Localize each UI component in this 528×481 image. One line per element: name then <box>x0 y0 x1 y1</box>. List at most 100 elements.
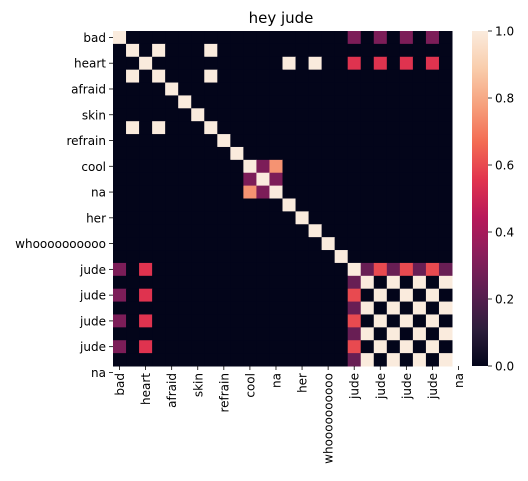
heatmap-cell <box>308 301 323 315</box>
heatmap-cell <box>360 353 375 367</box>
heatmap-cell <box>321 134 336 148</box>
heatmap-cell <box>230 172 244 187</box>
heatmap-cell <box>438 69 453 84</box>
heatmap-cell <box>139 172 153 187</box>
heatmap-cell <box>386 314 401 328</box>
heatmap-cell <box>425 224 440 238</box>
heatmap-cell <box>191 198 205 212</box>
heatmap-cell <box>321 146 336 161</box>
heatmap-cell <box>178 159 192 174</box>
heatmap-cell <box>269 43 283 58</box>
heatmap-cell <box>295 82 310 96</box>
heatmap-cell <box>191 340 205 354</box>
heatmap-cell <box>438 340 453 354</box>
heatmap-cell <box>191 185 205 199</box>
heatmap-cell <box>269 262 283 277</box>
heatmap-cell <box>243 314 257 328</box>
heatmap-cell <box>399 172 414 187</box>
heatmap-cell <box>373 108 388 122</box>
heatmap-cell <box>373 250 388 264</box>
y-tick-label: afraid <box>71 82 106 96</box>
heatmap-cell <box>165 82 179 96</box>
heatmap-cell <box>217 211 231 225</box>
y-tick-label: whoooooooooo <box>15 237 106 251</box>
heatmap-cell <box>230 353 244 367</box>
heatmap-cell <box>256 146 270 161</box>
heatmap-cell <box>256 250 270 264</box>
heatmap-cell <box>256 56 270 71</box>
heatmap-cell <box>126 262 140 277</box>
heatmap-cell <box>165 211 179 225</box>
heatmap-cell <box>269 82 283 96</box>
heatmap-cell <box>139 82 153 96</box>
heatmap-cell <box>191 172 205 187</box>
heatmap-cell <box>347 159 362 174</box>
heatmap-cell <box>243 211 257 225</box>
heatmap-cell <box>399 134 414 148</box>
heatmap-cell <box>425 121 440 135</box>
heatmap-cell <box>230 262 244 277</box>
heatmap-cell <box>165 69 179 84</box>
heatmap-cell <box>425 95 440 109</box>
x-tick-label: whoooooooooo <box>322 373 336 464</box>
heatmap-cell <box>217 56 231 71</box>
heatmap-cell <box>321 69 336 84</box>
heatmap-cell <box>256 82 270 96</box>
heatmap-cell <box>191 327 205 341</box>
heatmap-cell <box>230 224 244 238</box>
heatmap-cell <box>321 250 336 264</box>
heatmap-cell <box>373 353 388 367</box>
heatmap-cell <box>217 43 231 58</box>
heatmap-cell <box>360 108 375 122</box>
heatmap-cell <box>321 185 336 199</box>
heatmap-cell <box>217 301 231 315</box>
heatmap-cell <box>230 340 244 354</box>
heatmap-cell <box>282 340 297 354</box>
heatmap-cell <box>425 159 440 174</box>
heatmap-cell <box>438 185 453 199</box>
heatmap-cell <box>282 159 297 174</box>
heatmap-cell <box>217 134 231 148</box>
heatmap-cell <box>230 250 244 264</box>
heatmap-cell <box>334 224 349 238</box>
heatmap-cell <box>347 211 362 225</box>
heatmap-cell <box>282 275 297 290</box>
heatmap-cell <box>360 340 375 354</box>
heatmap-cell <box>152 288 166 303</box>
heatmap-cell <box>295 275 310 290</box>
heatmap-cell <box>412 198 427 212</box>
heatmap-cell <box>113 288 127 303</box>
heatmap-cell <box>373 82 388 96</box>
heatmap-cell <box>334 43 349 58</box>
heatmap-cell <box>308 43 323 58</box>
heatmap-cell <box>256 159 270 174</box>
colorbar-tick-label: 0.8 <box>495 92 514 106</box>
heatmap-cell <box>113 134 127 148</box>
heatmap-cell <box>308 159 323 174</box>
heatmap-cell <box>425 146 440 161</box>
colorbar-tick-label: 0.0 <box>495 360 514 374</box>
heatmap-cell <box>399 211 414 225</box>
heatmap-cell <box>113 82 127 96</box>
heatmap-cell <box>334 56 349 71</box>
x-tick-label: cool <box>243 373 257 398</box>
heatmap-cell <box>256 340 270 354</box>
heatmap-cell <box>347 95 362 109</box>
heatmap-cell <box>113 275 127 290</box>
heatmap-cell <box>152 275 166 290</box>
heatmap-cell <box>308 134 323 148</box>
heatmap-cell <box>178 314 192 328</box>
heatmap-cell <box>282 31 297 45</box>
heatmap-cell <box>243 108 257 122</box>
heatmap-cell <box>438 146 453 161</box>
heatmap-cell <box>347 275 362 290</box>
heatmap-cell <box>113 159 127 174</box>
heatmap-cell <box>360 327 375 341</box>
heatmap-cell <box>412 288 427 303</box>
x-tick-labels: bad heart afraid skin refrain cool na her whoooo… <box>113 366 466 464</box>
heatmap-cell <box>412 69 427 84</box>
heatmap-cell <box>126 172 140 187</box>
heatmap-cell <box>321 327 336 341</box>
heatmap-cell <box>321 159 336 174</box>
heatmap-cell <box>321 237 336 251</box>
